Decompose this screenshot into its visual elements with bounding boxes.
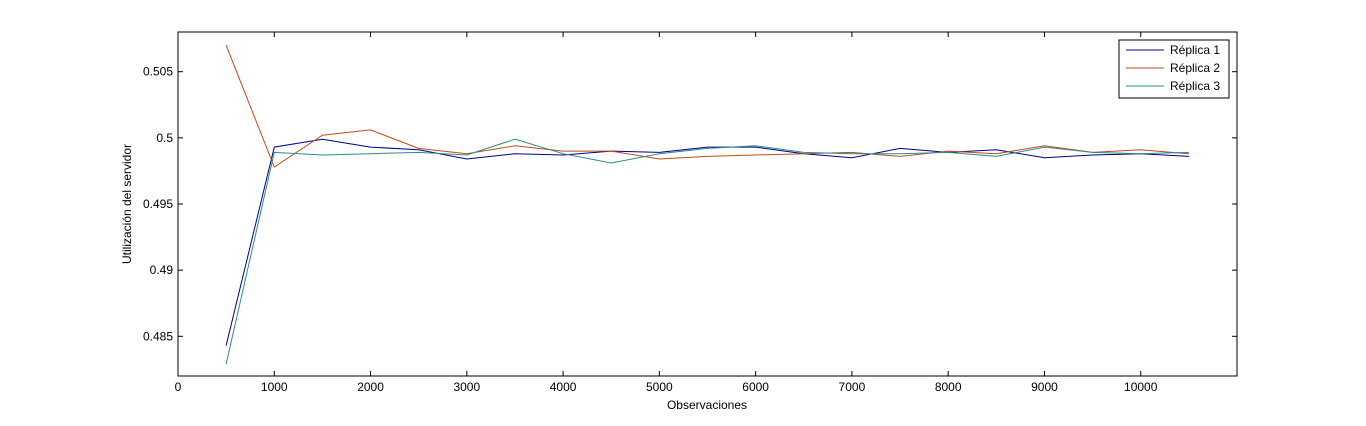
y-tick-label: 0.485 (143, 329, 173, 343)
legend-label-1: Réplica 1 (1170, 43, 1220, 57)
y-tick-label: 0.495 (143, 197, 173, 211)
x-tick-label: 1000 (261, 380, 288, 394)
y-tick-label: 0.49 (150, 263, 174, 277)
x-tick-label: 5000 (646, 380, 673, 394)
x-tick-label: 9000 (1031, 380, 1058, 394)
legend-label-2: Réplica 2 (1170, 61, 1220, 75)
x-tick-label: 4000 (550, 380, 577, 394)
x-tick-label: 7000 (839, 380, 866, 394)
x-tick-label: 8000 (935, 380, 962, 394)
x-tick-label: 10000 (1124, 380, 1158, 394)
ticks-layer: 0 1000 2000 3000 4000 5000 6000 7000 8000 9000 100… (143, 32, 1237, 394)
x-tick-label: 6000 (742, 380, 769, 394)
series-layer (225, 45, 1189, 365)
x-tick-label: 3000 (453, 380, 480, 394)
x-tick-label: 2000 (357, 380, 384, 394)
x-axis-label: Observaciones (667, 398, 747, 412)
y-tick-label: 0.5 (156, 131, 173, 145)
x-tick-label: 0 (175, 380, 182, 394)
series-line-1 (225, 138, 1189, 346)
y-tick-label: 0.505 (143, 65, 173, 79)
series-line-2 (225, 45, 1189, 168)
y-axis-label: Utilización del servidor (120, 144, 134, 264)
legend-label-3: Réplica 3 (1170, 79, 1220, 93)
axes-background (178, 32, 1237, 376)
legend: Réplica 1 Réplica 2 Réplica 3 (1118, 39, 1230, 99)
series-line-3 (225, 138, 1189, 365)
